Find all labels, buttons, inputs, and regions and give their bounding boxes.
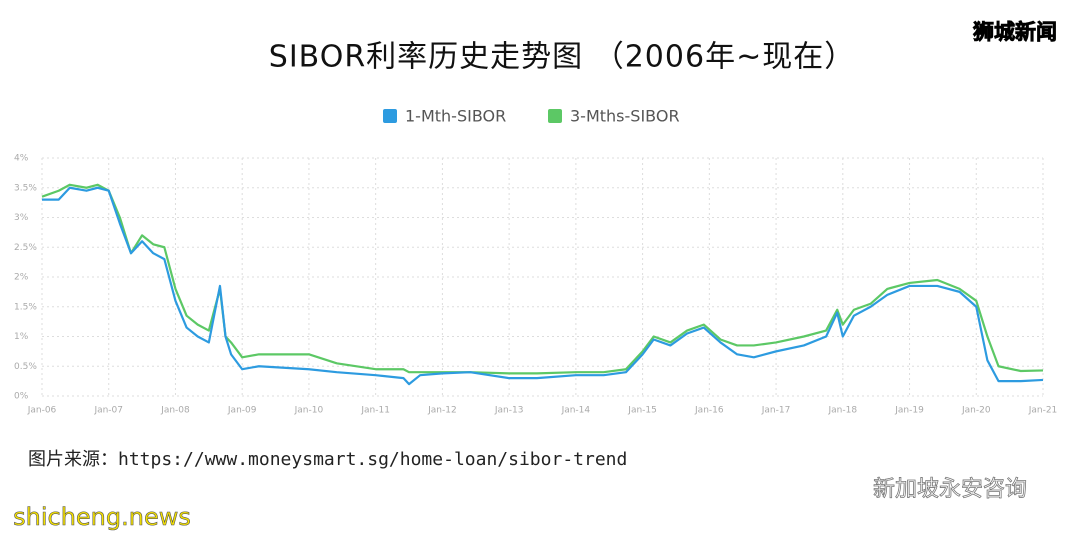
x-tick-label: Jan-12: [427, 406, 457, 416]
y-tick-label: 0%: [14, 392, 29, 402]
x-tick-label: Jan-17: [761, 406, 791, 416]
line: [41, 183, 1044, 375]
y-tick-label: 0.5%: [14, 362, 37, 372]
x-tick-label: Jan-16: [694, 406, 724, 416]
line: [42, 186, 1044, 386]
y-tick-label: 4%: [14, 154, 29, 164]
x-tick-label: Jan-19: [894, 406, 924, 416]
x-tick-label: Jan-07: [93, 406, 123, 416]
x-tick-label: Jan-09: [227, 406, 257, 416]
x-tick-label: Jan-18: [828, 406, 858, 416]
chart-title: SIBOR利率历史走势图 （2006年~现在）: [269, 40, 855, 75]
x-tick-label: Jan-13: [494, 406, 524, 416]
watermark: 狮城新闻: [973, 20, 1057, 44]
legend-swatch: [383, 109, 397, 123]
x-tick-label: Jan-11: [360, 406, 390, 416]
x-tick-label: Jan-21: [1028, 406, 1058, 416]
x-tick-label: Jan-10: [294, 406, 324, 416]
watermark: shicheng.news: [13, 503, 191, 531]
x-tick-label: Jan-08: [160, 406, 190, 416]
source: 图片来源：https://www.moneysmart.sg/home-loan…: [28, 449, 627, 470]
y-tick-label: 3%: [14, 213, 29, 223]
x-tick-label: Jan-14: [561, 406, 591, 416]
y-tick-label: 1%: [14, 332, 29, 342]
legend-swatch: [548, 109, 562, 123]
y-tick-label: 2%: [14, 273, 29, 283]
x-tick-label: Jan-06: [27, 406, 57, 416]
y-tick-label: 3.5%: [14, 183, 37, 193]
y-tick-label: 1.5%: [14, 302, 37, 312]
y-tick-label: 2.5%: [14, 243, 37, 253]
legend-label: 3-Mths-SIBOR: [570, 107, 680, 126]
x-tick-label: Jan-20: [961, 406, 991, 416]
legend-label: 1-Mth-SIBOR: [405, 107, 506, 126]
x-tick-label: Jan-15: [627, 406, 657, 416]
watermark: 新加坡永安咨询: [873, 477, 1027, 502]
